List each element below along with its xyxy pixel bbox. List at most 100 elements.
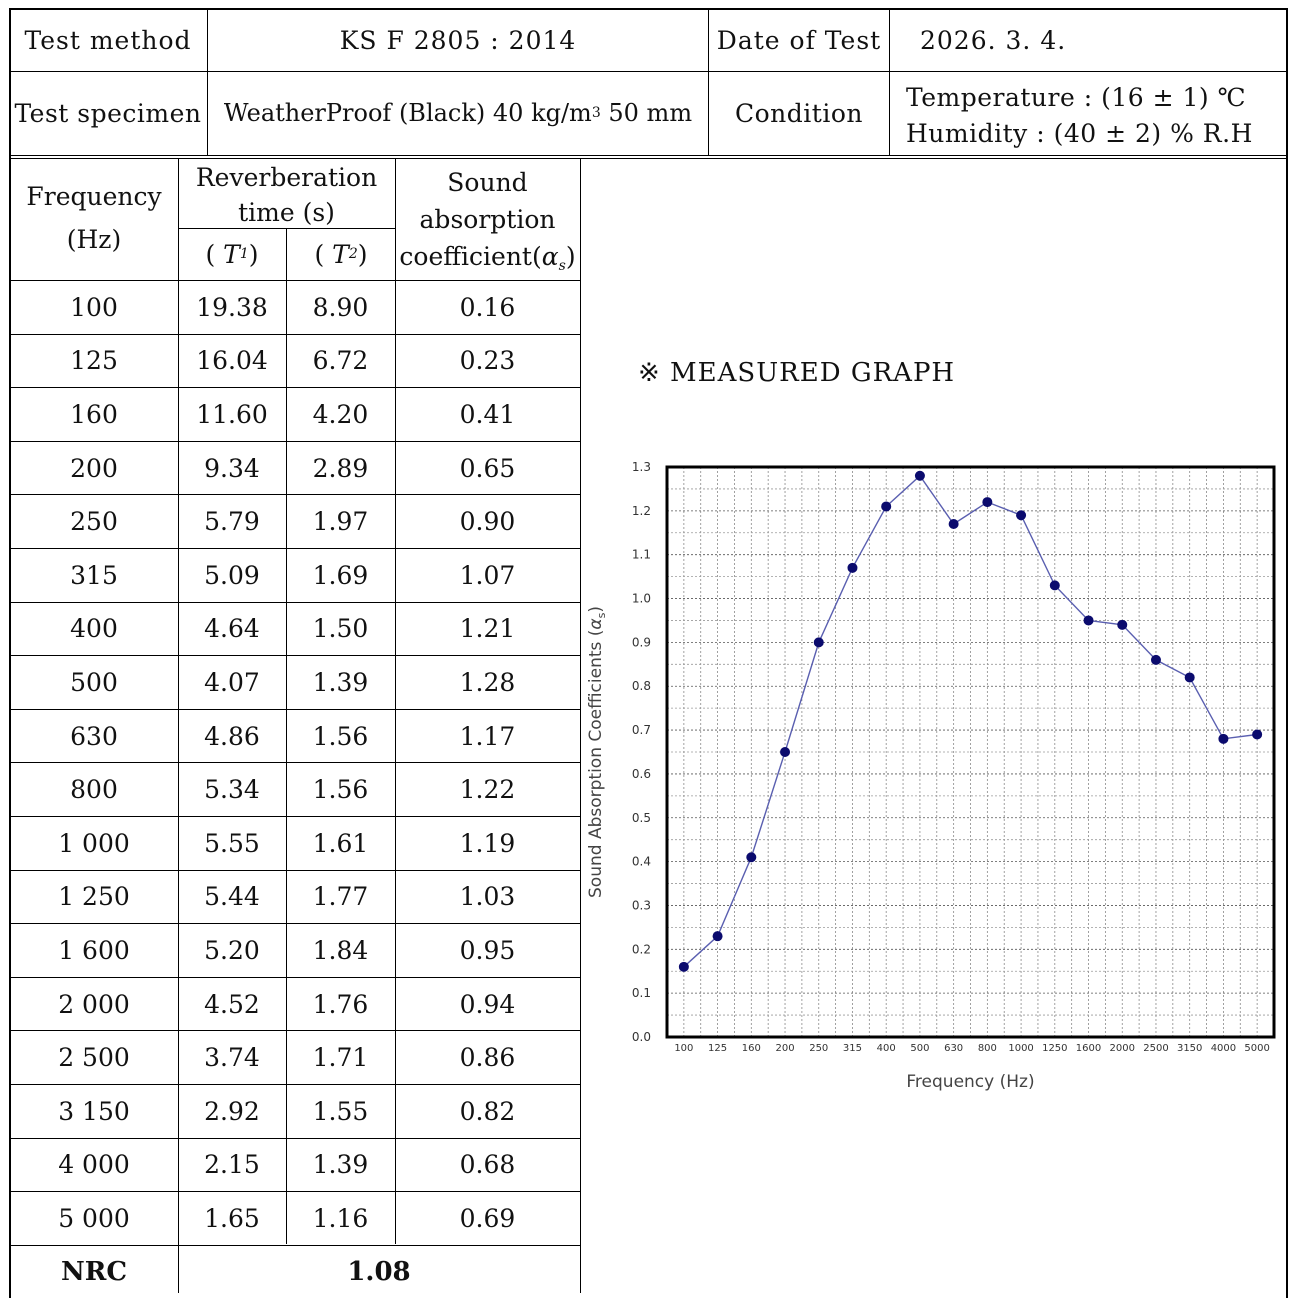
x-tick-label: 100 (674, 1043, 693, 1054)
table-row-divider (10, 708, 580, 710)
col-reverb-header: Reverberation time (s) (195, 163, 378, 227)
table-vdiv-t2 (395, 158, 396, 1244)
cell-t1: 2.92 (204, 1096, 260, 1126)
y-tick-label: 1.3 (632, 460, 651, 474)
y-axis-label: Sound Absorption Coefficients (αs) (586, 606, 608, 898)
date-of-test-value: 2026. 3. 4. (920, 25, 1067, 55)
condition-values: Temperature : (16 ± 1) ℃ Humidity : (40 … (906, 80, 1281, 152)
cell-alpha: 1.28 (459, 667, 516, 697)
cell-t2: 1.56 (312, 775, 369, 805)
specimen-prefix: WeatherProof (Black) 40 kg/m (223, 99, 592, 128)
absorption-chart: 0.0 0.1 0.2 0.3 0.4 0.5 0.6 0.7 0.8 0.9 1.0 1.1 1.2 1… (586, 460, 1276, 1092)
x-tick-label: 4000 (1211, 1043, 1236, 1054)
table-row-divider (10, 601, 580, 603)
cell-alpha: 0.65 (459, 453, 516, 483)
y-tick-label: 0.2 (632, 942, 651, 956)
header-vdiv-1 (207, 9, 208, 156)
table-row-divider (10, 494, 580, 496)
cell-alpha: 1.07 (459, 560, 516, 590)
cell-t2: 1.77 (312, 882, 369, 912)
table-row-divider (10, 333, 580, 335)
cell-freq: 315 (70, 560, 118, 590)
graph-heading: ※ MEASURED GRAPH (638, 358, 956, 388)
table-row-divider (10, 387, 580, 389)
cell-t2: 1.39 (312, 1150, 369, 1180)
cell-t2: 1.50 (312, 614, 369, 644)
data-point (746, 852, 757, 863)
col-absorption-header: Sound absorption coefficient(αs) (399, 168, 576, 274)
y-tick-label: 0.3 (632, 898, 651, 912)
cell-t1: 16.04 (196, 346, 268, 376)
cell-freq: 2 500 (58, 1043, 130, 1073)
cell-t1: 5.79 (204, 507, 260, 537)
cell-freq: 400 (70, 614, 118, 644)
table-row-divider (10, 1137, 580, 1139)
cell-t2: 1.56 (312, 721, 369, 751)
cell-alpha: 0.90 (459, 507, 516, 537)
cell-t1: 9.34 (204, 453, 260, 483)
y-tick-label: 0.5 (632, 811, 651, 825)
cell-t2: 8.90 (312, 292, 369, 322)
cell-alpha: 0.41 (459, 399, 516, 429)
x-tick-label: 500 (910, 1043, 929, 1054)
cell-alpha: 1.21 (459, 614, 516, 644)
cell-t1: 3.74 (204, 1043, 260, 1073)
data-point (780, 747, 791, 757)
cell-t2: 1.71 (312, 1043, 369, 1073)
cell-t1: 11.60 (196, 399, 268, 429)
col-t1-header: ( T 1) (205, 239, 259, 269)
x-tick-label: 3150 (1177, 1043, 1202, 1054)
cell-t2: 1.55 (312, 1096, 369, 1126)
cell-t1: 4.86 (204, 721, 260, 751)
nrc-value: 1.08 (347, 1257, 411, 1288)
data-point (914, 470, 925, 481)
y-tick-label: 0.4 (632, 855, 651, 869)
y-tick-label: 0.7 (632, 723, 651, 737)
cell-freq: 1 000 (58, 828, 130, 858)
cell-freq: 1 600 (58, 935, 130, 965)
data-point (1150, 654, 1161, 665)
cell-freq: 2 000 (58, 989, 130, 1019)
y-tick-label: 1.0 (632, 592, 651, 606)
data-point (982, 497, 993, 508)
x-tick-label: 400 (877, 1043, 896, 1054)
cell-t2: 6.72 (312, 346, 369, 376)
cell-freq: 500 (70, 667, 118, 697)
x-tick-label: 800 (978, 1043, 997, 1054)
cell-t1: 4.52 (204, 989, 260, 1019)
cell-freq: 200 (70, 453, 118, 483)
x-tick-label: 630 (944, 1043, 963, 1054)
data-point (1218, 733, 1229, 744)
header-divider-3 (9, 158, 1288, 159)
cell-t1: 4.64 (204, 614, 260, 644)
data-point (948, 519, 959, 529)
header-divider-2 (9, 155, 1288, 156)
header-divider-1 (9, 71, 1288, 72)
y-tick-label: 0.0 (632, 1030, 651, 1044)
data-point (1083, 615, 1094, 626)
table-left-border (10, 158, 11, 1293)
y-tick-label: 0.8 (632, 679, 651, 693)
cell-freq: 250 (70, 507, 118, 537)
cell-t2: 1.97 (312, 507, 369, 537)
y-tick-label: 0.1 (632, 986, 651, 1000)
table-vdiv-t1 (286, 228, 287, 1244)
data-point (1252, 729, 1263, 740)
humidity-value: Humidity : (40 ± 2) % R.H (906, 119, 1253, 148)
x-tick-label: 160 (742, 1043, 761, 1054)
x-tick-label: 125 (708, 1043, 727, 1054)
cell-t2: 1.16 (312, 1203, 369, 1233)
cell-t1: 1.65 (204, 1203, 260, 1233)
table-row-divider (10, 869, 580, 871)
table-row-divider (10, 976, 580, 978)
y-tick-label: 0.6 (632, 767, 651, 781)
cell-t1: 4.07 (204, 667, 260, 697)
x-tick-label: 1600 (1076, 1043, 1101, 1054)
cell-t2: 1.69 (312, 560, 369, 590)
data-point (813, 637, 824, 648)
cell-freq: 160 (70, 399, 118, 429)
y-tick-label: 0.9 (632, 635, 651, 649)
table-row-divider (10, 1030, 580, 1032)
table-row-divider (10, 655, 580, 657)
cell-alpha: 1.22 (459, 775, 516, 805)
